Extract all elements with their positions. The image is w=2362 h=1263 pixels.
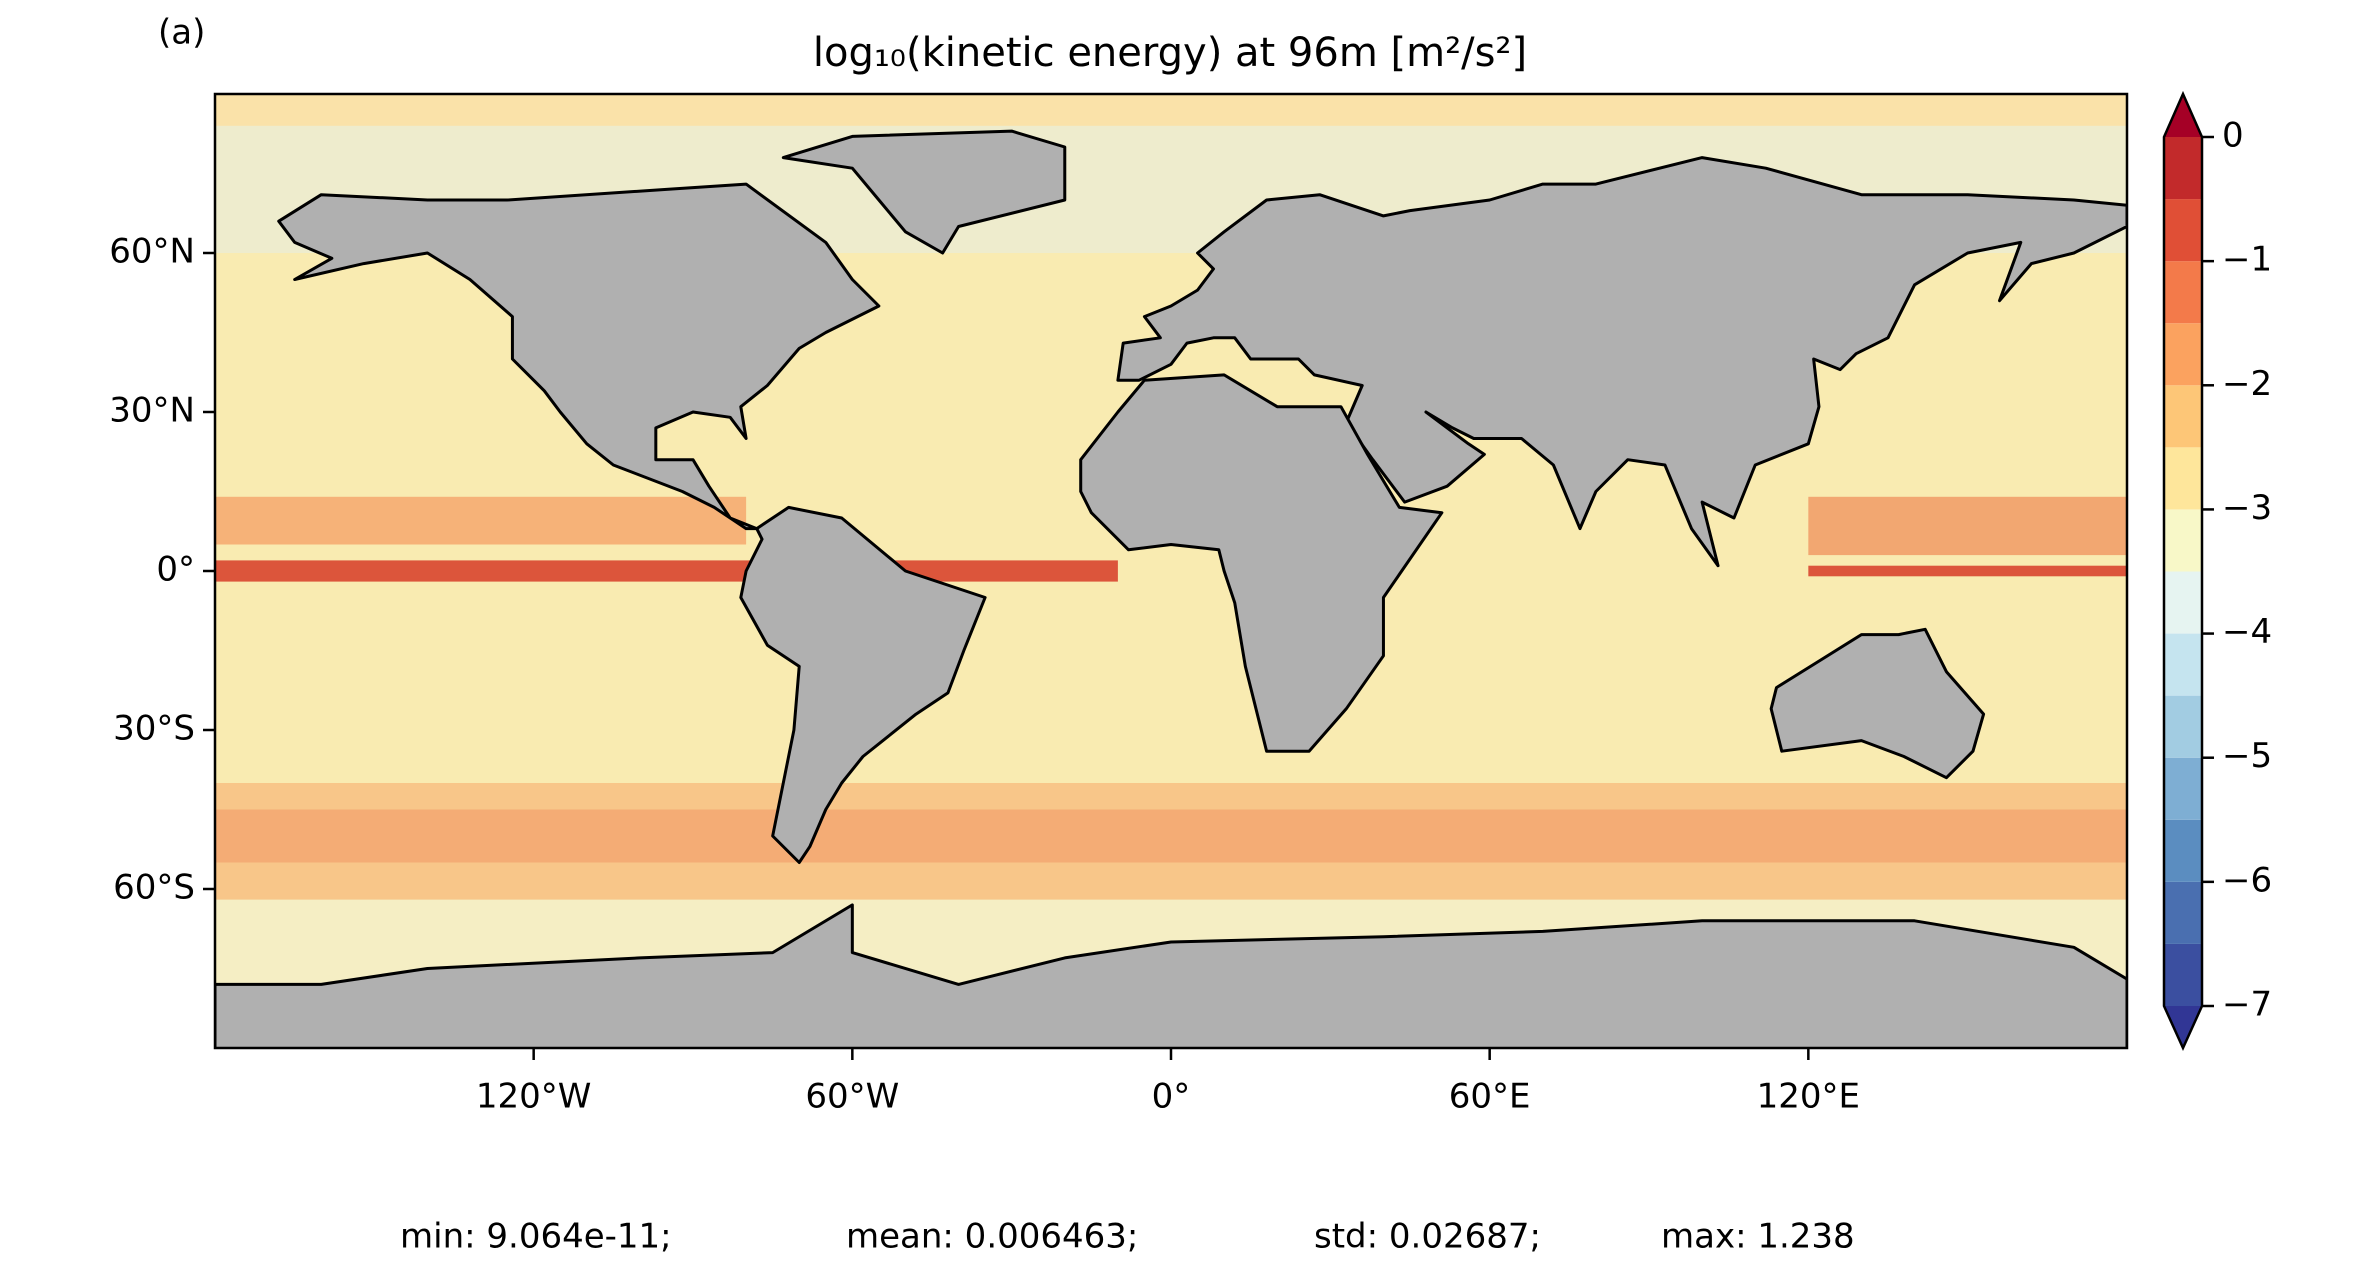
colorbar-band	[2164, 199, 2202, 262]
colorbar-band	[2164, 571, 2202, 634]
colorbar-band	[2164, 695, 2202, 758]
stat: mean: 0.006463;	[846, 1217, 1138, 1257]
equatorial-current-west	[1808, 565, 2127, 577]
eurasia	[1116, 156, 2127, 568]
colorbar-tick-label: −2	[2222, 364, 2272, 404]
stat: std: 0.02687;	[1314, 1217, 1541, 1257]
south-america	[739, 505, 987, 864]
y-tick-label: 30°N	[109, 391, 195, 431]
colorbar-band	[2164, 323, 2202, 386]
colorbar-tick-label: −6	[2222, 860, 2272, 900]
antarctica	[215, 903, 2127, 1048]
north-america	[277, 182, 881, 531]
equatorial-current	[215, 560, 1118, 582]
y-tick-label: 60°S	[113, 868, 195, 908]
y-tick-label: 0°	[156, 550, 195, 590]
colorbar-tick-label: −5	[2222, 736, 2272, 776]
colorbar-band	[2164, 943, 2202, 1006]
acc-band	[215, 783, 2127, 900]
colorbar-band	[2164, 137, 2202, 200]
colorbar-tick-label: −7	[2222, 985, 2272, 1025]
colorbar-band	[2164, 881, 2202, 944]
x-tick-label: 120°W	[476, 1077, 592, 1117]
colorbar-band	[2164, 819, 2202, 882]
colorbar-band	[2164, 385, 2202, 448]
y-tick-label: 30°S	[113, 709, 195, 749]
colorbar-tick-label: 0	[2222, 116, 2244, 156]
acc-core	[215, 809, 2127, 863]
x-tick-label: 120°E	[1757, 1077, 1860, 1117]
map-title: log₁₀(kinetic energy) at 96m [m²/s²]	[813, 30, 1527, 76]
x-tick-label: 0°	[1152, 1077, 1191, 1117]
panel-label: (a)	[158, 13, 205, 53]
x-tick-label: 60°W	[805, 1077, 899, 1117]
colorbar-band	[2164, 633, 2202, 696]
polar-edge	[215, 94, 2127, 126]
colorbar-band	[2164, 509, 2202, 572]
countercurrent	[215, 496, 747, 545]
colorbar-tick-label: −3	[2222, 488, 2272, 528]
colorbar-band	[2164, 261, 2202, 324]
stat: min: 9.064e-11;	[400, 1217, 672, 1257]
stats: min: 9.064e-11; mean: 0.006463; std: 0.026…	[400, 1217, 1855, 1257]
colorbar-band	[2164, 757, 2202, 820]
stat: max: 1.238	[1661, 1217, 1855, 1257]
colorbar-band	[2164, 447, 2202, 510]
australia	[1769, 627, 1986, 780]
colorbar-tick-label: −4	[2222, 612, 2272, 652]
africa	[1079, 373, 1444, 753]
colorbar-over	[2164, 94, 2202, 137]
map-field	[215, 94, 2127, 1048]
colorbar-under	[2164, 1006, 2202, 1048]
greenland	[781, 129, 1067, 255]
y-tick-label: 60°N	[109, 232, 195, 272]
x-tick-label: 60°E	[1449, 1077, 1531, 1117]
colorbar-tick-label: −1	[2222, 240, 2272, 280]
west-pacific	[1808, 496, 2127, 556]
